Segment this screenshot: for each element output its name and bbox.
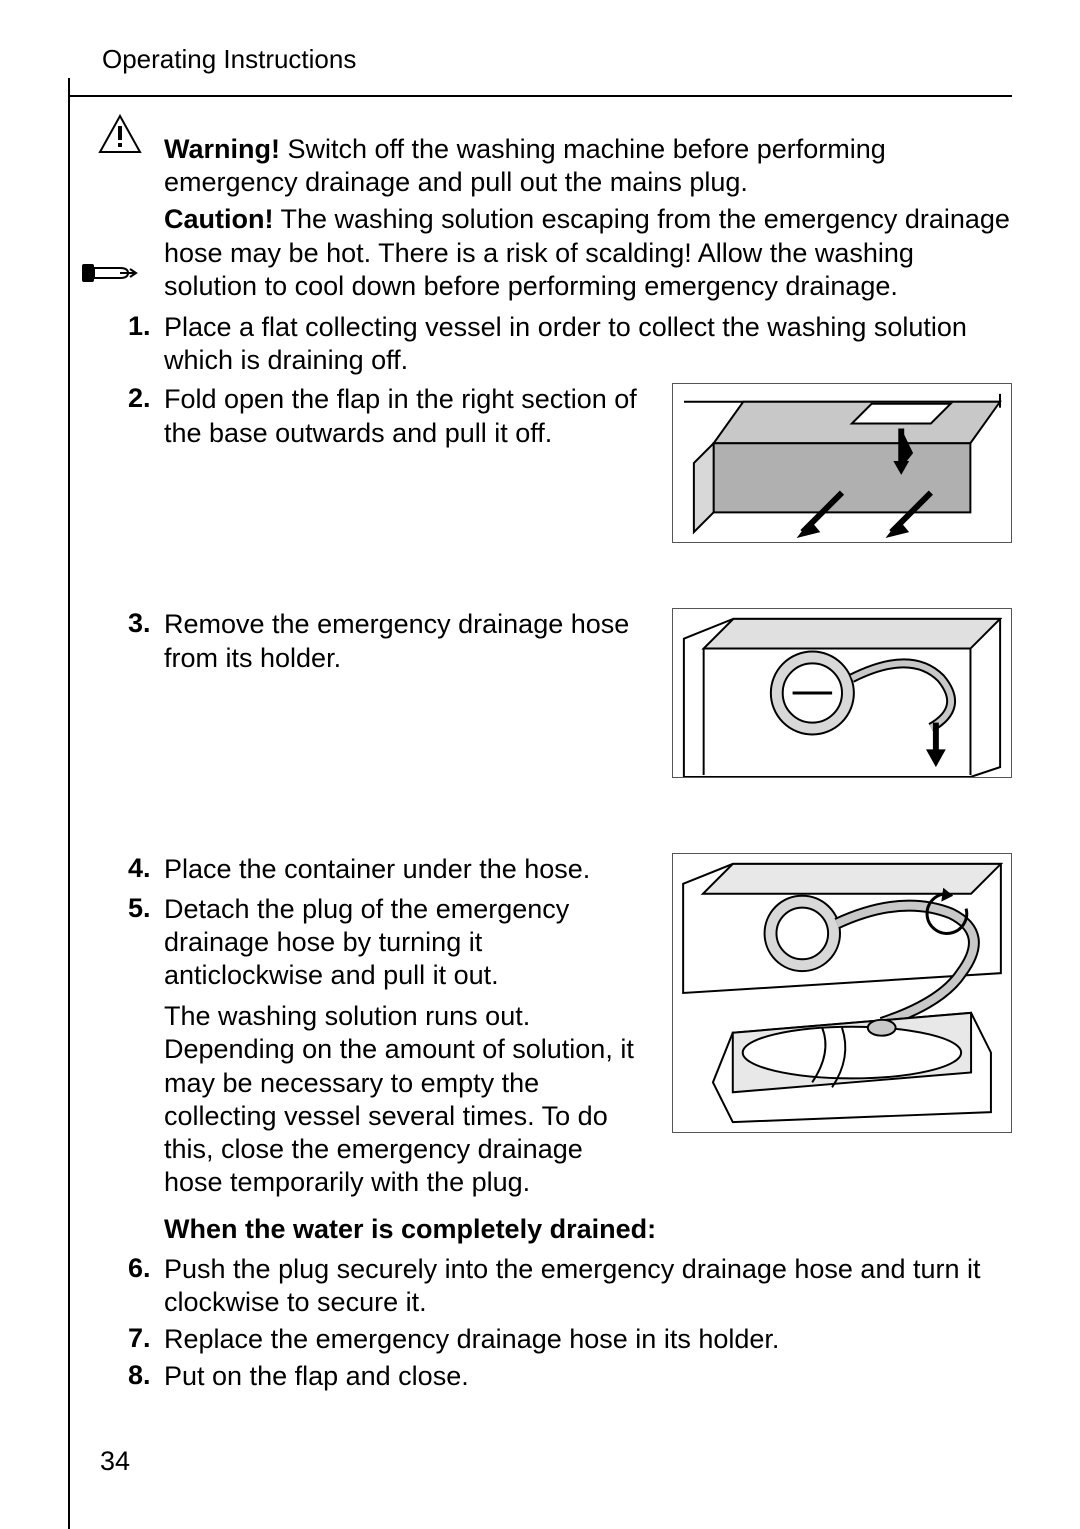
step-5-para2: The washing solution runs out. Depending… (164, 1000, 648, 1199)
caution-label: Caution! (164, 204, 273, 234)
page-number: 34 (100, 1446, 130, 1477)
step-3: 3. Remove the emergency drainage hose fr… (128, 608, 1012, 783)
page-header: Operating Instructions (0, 0, 1080, 85)
step-number: 7. (128, 1323, 164, 1354)
figure-3 (672, 853, 1012, 1138)
step-4-5: 4. Place the container under the hose. 5… (128, 853, 1012, 1199)
step-text: Remove the emergency drainage hose from … (164, 608, 648, 674)
header-title: Operating Instructions (102, 44, 356, 74)
drain-container-illustration (672, 853, 1012, 1133)
step-text: Push the plug securely into the emergenc… (164, 1253, 1012, 1319)
step-text: Fold open the flap in the right section … (164, 383, 648, 449)
step-number: 5. (128, 893, 164, 1200)
step-8: 8. Put on the flap and close. (128, 1360, 1012, 1393)
manual-page: Operating Instructions Warning! Switch o… (0, 0, 1080, 1529)
step-number: 6. (128, 1253, 164, 1284)
step-2: 2. Fold open the flap in the right secti… (128, 383, 1012, 548)
step-text: Place a flat collecting vessel in order … (164, 311, 1012, 377)
warning-label: Warning! (164, 134, 280, 164)
step-7: 7. Replace the emergency drainage hose i… (128, 1323, 1012, 1356)
content-area: Warning! Switch off the washing machine … (0, 97, 1080, 1393)
step-number: 2. (128, 383, 164, 449)
step-number: 1. (128, 311, 164, 342)
step-text: Place the container under the hose. (164, 853, 648, 886)
figure-2 (672, 608, 1012, 783)
warning-paragraph: Warning! Switch off the washing machine … (164, 133, 1012, 199)
step-text: Replace the emergency drainage hose in i… (164, 1323, 1012, 1356)
step-text: Detach the plug of the emergency drainag… (164, 894, 569, 990)
drained-heading: When the water is completely drained: (164, 1213, 1012, 1246)
step-6: 6. Push the plug securely into the emerg… (128, 1253, 1012, 1319)
caution-text: The washing solution escaping from the e… (164, 204, 1010, 300)
caution-paragraph: Caution! The washing solution escaping f… (164, 203, 1012, 303)
step-number: 3. (128, 608, 164, 674)
step-text: Put on the flap and close. (164, 1360, 1012, 1393)
step-1: 1. Place a flat collecting vessel in ord… (128, 311, 1012, 377)
open-flap-illustration (672, 383, 1012, 543)
drained-heading-row: When the water is completely drained: (164, 1213, 1012, 1246)
figure-1 (672, 383, 1012, 548)
step-number: 8. (128, 1360, 164, 1391)
remove-hose-illustration (672, 608, 1012, 778)
step-number: 4. (128, 853, 164, 886)
